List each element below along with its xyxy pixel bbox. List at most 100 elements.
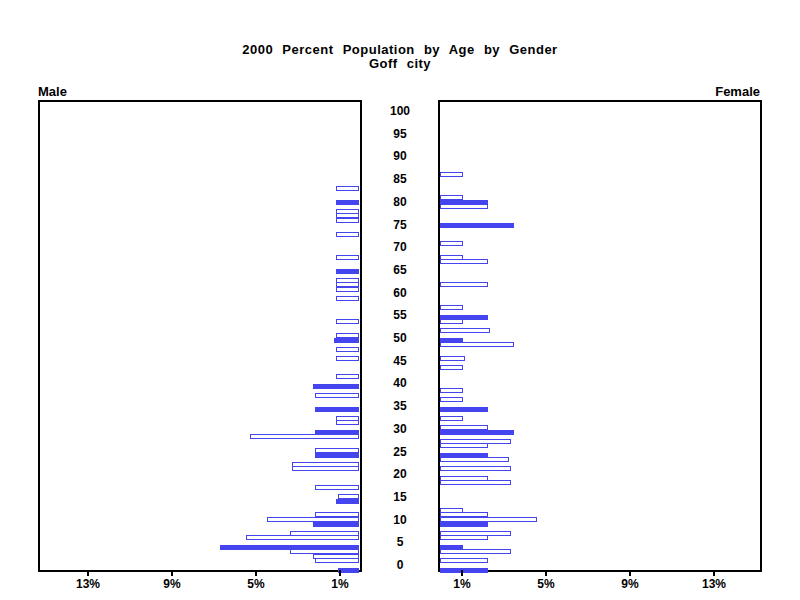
age-label-40: 40 bbox=[361, 376, 439, 390]
male-panel-frame bbox=[38, 100, 362, 572]
bar-male-age-8 bbox=[290, 531, 359, 536]
bar-female-age-30 bbox=[440, 430, 514, 435]
bar-female-age-25 bbox=[440, 453, 488, 458]
bar-male-age-83 bbox=[336, 186, 359, 191]
bar-male-age-50 bbox=[334, 338, 359, 343]
bar-female-age-86 bbox=[440, 172, 463, 177]
x-tick-male-13 bbox=[87, 570, 89, 576]
chart-title: 2000 Percent Population by Age by Gender bbox=[0, 42, 800, 57]
bar-female-age-2 bbox=[440, 558, 488, 563]
age-label-75: 75 bbox=[361, 218, 439, 232]
age-label-0: 0 bbox=[361, 558, 439, 572]
bar-female-age-33 bbox=[440, 416, 463, 421]
bar-male-age-38 bbox=[315, 393, 359, 398]
bar-male-age-51 bbox=[336, 333, 359, 338]
bar-female-age-10 bbox=[440, 522, 488, 527]
bar-female-age-35 bbox=[440, 407, 488, 412]
bar-male-age-73 bbox=[336, 232, 359, 237]
bar-female-age-75 bbox=[440, 223, 514, 228]
bar-female-age-8 bbox=[440, 531, 511, 536]
bar-male-age-63 bbox=[336, 278, 359, 283]
age-label-65: 65 bbox=[361, 263, 439, 277]
age-label-25: 25 bbox=[361, 445, 439, 459]
bar-female-age-44 bbox=[440, 365, 463, 370]
x-tick-label-female-5: 5% bbox=[524, 577, 568, 591]
bar-male-age-48 bbox=[336, 347, 359, 352]
bar-male-age-5 bbox=[220, 545, 359, 550]
bar-male-age-33 bbox=[336, 416, 359, 421]
bar-female-age-0 bbox=[440, 568, 488, 573]
bar-female-age-22 bbox=[440, 466, 511, 471]
bar-female-age-80 bbox=[440, 200, 488, 205]
bar-male-age-68 bbox=[336, 255, 359, 260]
age-label-35: 35 bbox=[361, 399, 439, 413]
x-tick-label-male-9: 9% bbox=[150, 577, 194, 591]
age-label-60: 60 bbox=[361, 286, 439, 300]
x-tick-male-9 bbox=[171, 570, 173, 576]
chart-subtitle: Goff city bbox=[0, 56, 800, 71]
bar-male-age-42 bbox=[336, 374, 359, 379]
bar-male-age-59 bbox=[336, 296, 359, 301]
bar-female-age-71 bbox=[440, 241, 463, 246]
x-tick-male-5 bbox=[255, 570, 257, 576]
x-tick-label-male-5: 5% bbox=[234, 577, 278, 591]
age-label-10: 10 bbox=[361, 513, 439, 527]
bar-male-age-11 bbox=[267, 517, 359, 522]
bar-female-age-31 bbox=[440, 425, 488, 430]
x-tick-label-male-13: 13% bbox=[66, 577, 110, 591]
age-label-85: 85 bbox=[361, 172, 439, 186]
bar-female-age-50 bbox=[440, 338, 463, 343]
age-label-90: 90 bbox=[361, 149, 439, 163]
bar-male-age-18 bbox=[315, 485, 359, 490]
bar-female-age-68 bbox=[440, 255, 463, 260]
bar-male-age-35 bbox=[315, 407, 359, 412]
bar-male-age-61 bbox=[336, 287, 359, 292]
bar-female-age-52 bbox=[440, 328, 490, 333]
bar-male-age-16 bbox=[338, 494, 359, 499]
bar-female-age-81 bbox=[440, 195, 463, 200]
bar-female-age-46 bbox=[440, 356, 465, 361]
x-tick-label-female-1: 1% bbox=[440, 577, 484, 591]
bar-male-age-23 bbox=[292, 462, 359, 467]
male-panel-label: Male bbox=[38, 84, 67, 99]
age-label-30: 30 bbox=[361, 422, 439, 436]
x-tick-label-female-13: 13% bbox=[692, 577, 736, 591]
age-label-55: 55 bbox=[361, 308, 439, 322]
bar-male-age-80 bbox=[336, 200, 359, 205]
bar-female-age-55 bbox=[440, 315, 488, 320]
bar-male-age-10 bbox=[313, 522, 359, 527]
x-tick-label-female-9: 9% bbox=[608, 577, 652, 591]
age-label-95: 95 bbox=[361, 127, 439, 141]
bar-male-age-46 bbox=[336, 356, 359, 361]
bar-female-age-37 bbox=[440, 397, 463, 402]
bar-female-age-28 bbox=[440, 439, 511, 444]
bar-female-age-62 bbox=[440, 282, 488, 287]
x-tick-female-13 bbox=[713, 570, 715, 576]
population-pyramid-chart: 2000 Percent Population by Age by Gender… bbox=[0, 0, 800, 600]
bar-male-age-25 bbox=[315, 453, 359, 458]
bar-male-age-3 bbox=[313, 554, 359, 559]
bar-female-age-57 bbox=[440, 305, 463, 310]
bar-male-age-15 bbox=[336, 499, 359, 504]
bar-female-age-39 bbox=[440, 388, 463, 393]
bar-male-age-78 bbox=[336, 209, 359, 214]
x-tick-female-5 bbox=[545, 570, 547, 576]
bar-female-age-11 bbox=[440, 517, 537, 522]
bar-female-age-13 bbox=[440, 508, 463, 513]
x-tick-label-male-1: 1% bbox=[318, 577, 362, 591]
bar-male-age-12 bbox=[315, 512, 359, 517]
x-tick-female-1 bbox=[461, 570, 463, 576]
bar-male-age-30 bbox=[315, 430, 359, 435]
bar-male-age-54 bbox=[336, 319, 359, 324]
female-panel-label: Female bbox=[715, 84, 760, 99]
age-label-70: 70 bbox=[361, 240, 439, 254]
age-label-50: 50 bbox=[361, 331, 439, 345]
age-label-15: 15 bbox=[361, 490, 439, 504]
bar-female-age-5 bbox=[440, 545, 463, 550]
bar-male-age-0 bbox=[338, 568, 359, 573]
bar-female-age-20 bbox=[440, 476, 488, 481]
age-label-100: 100 bbox=[361, 104, 439, 118]
age-label-5: 5 bbox=[361, 535, 439, 549]
bar-male-age-65 bbox=[336, 269, 359, 274]
x-tick-male-1 bbox=[339, 570, 341, 576]
